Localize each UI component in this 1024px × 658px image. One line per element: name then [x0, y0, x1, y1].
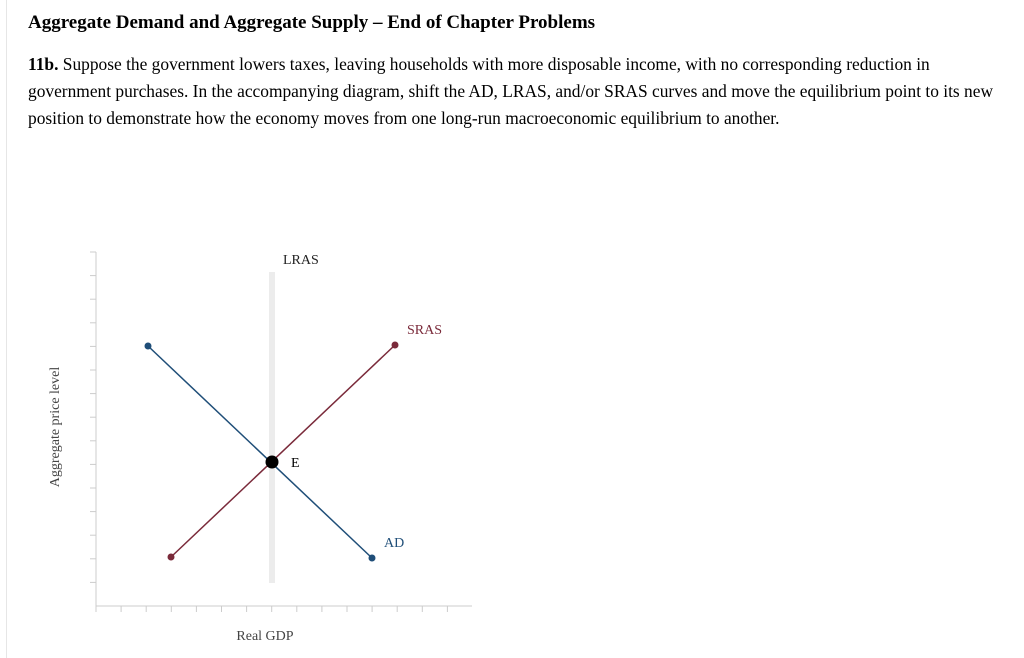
y-axis-ticks: [90, 251, 96, 583]
question-number: 11b.: [28, 54, 59, 74]
y-axis-label: Aggregate price level: [48, 367, 63, 488]
x-axis-label: Real GDP: [236, 629, 293, 644]
lras-label: LRAS: [283, 253, 319, 268]
sras-endpoint-right-handle[interactable]: [391, 341, 399, 349]
equilibrium-label: E: [291, 456, 300, 471]
ad-label: AD: [384, 536, 404, 551]
axes: [90, 251, 472, 612]
sras-endpoint-left-handle[interactable]: [167, 553, 175, 561]
sras-curve[interactable]: [170, 344, 396, 558]
question-header: Aggregate Demand and Aggregate Supply – …: [28, 12, 1003, 132]
question-prompt: 11b. Suppose the government lowers taxes…: [28, 51, 1003, 132]
ad-endpoint-right-handle[interactable]: [368, 554, 376, 562]
problem-set-title: Aggregate Demand and Aggregate Supply – …: [28, 12, 596, 33]
question-text: Suppose the government lowers taxes, lea…: [28, 54, 994, 128]
ad-endpoint-left-handle[interactable]: [144, 342, 152, 350]
ad-curve[interactable]: [147, 345, 373, 559]
equilibrium-point[interactable]: [265, 455, 279, 469]
sras-label: SRAS: [407, 323, 442, 338]
page-edge: [6, 0, 7, 658]
x-axis-ticks: [95, 606, 448, 612]
